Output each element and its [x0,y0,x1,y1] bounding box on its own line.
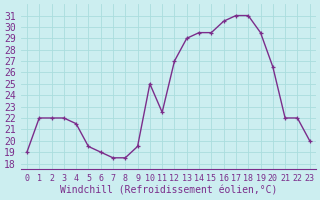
X-axis label: Windchill (Refroidissement éolien,°C): Windchill (Refroidissement éolien,°C) [60,186,277,196]
